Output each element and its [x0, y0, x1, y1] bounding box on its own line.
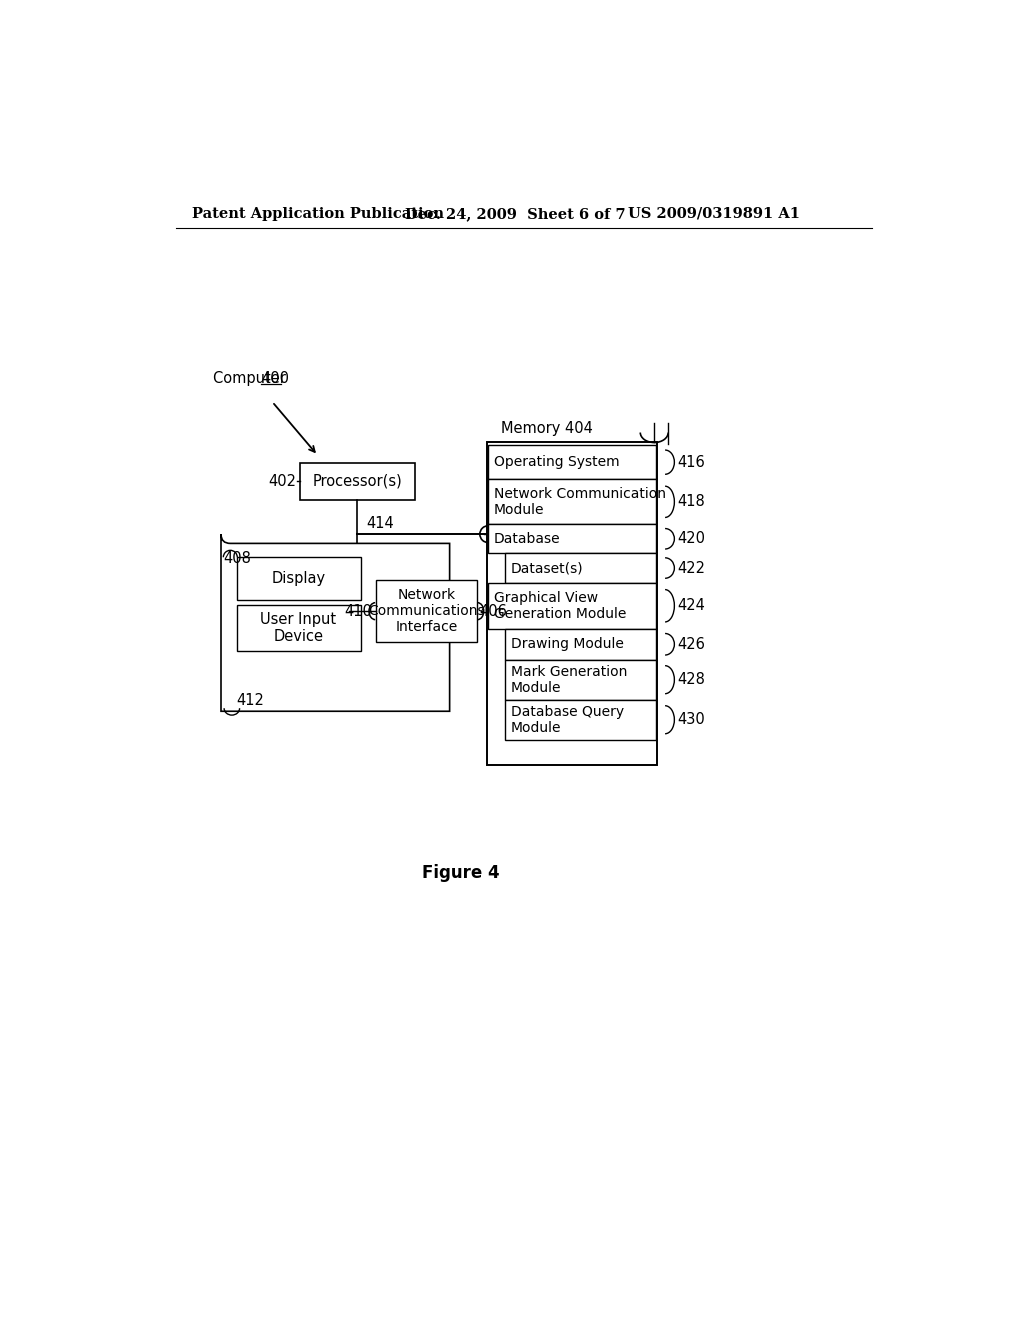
- Text: Dataset(s): Dataset(s): [511, 561, 584, 576]
- Bar: [506, 700, 655, 739]
- Bar: [300, 462, 415, 499]
- Text: 410: 410: [344, 603, 372, 619]
- Text: Display: Display: [271, 572, 326, 586]
- PathPatch shape: [221, 535, 450, 711]
- Text: 400: 400: [261, 371, 290, 387]
- Text: Network Communication
Module: Network Communication Module: [494, 487, 666, 517]
- Text: 422: 422: [678, 561, 706, 576]
- Text: Figure 4: Figure 4: [423, 865, 500, 882]
- Text: Dec. 24, 2009  Sheet 6 of 7: Dec. 24, 2009 Sheet 6 of 7: [406, 207, 626, 220]
- Text: Network
Communications
Interface: Network Communications Interface: [368, 587, 484, 635]
- Text: 428: 428: [678, 672, 706, 688]
- Text: 420: 420: [678, 531, 706, 546]
- Text: Database Query
Module: Database Query Module: [511, 705, 624, 735]
- Bar: [506, 553, 655, 582]
- Bar: [488, 445, 655, 479]
- Bar: [237, 605, 360, 651]
- Text: 430: 430: [678, 713, 706, 727]
- Bar: [376, 581, 477, 642]
- Text: 402: 402: [268, 474, 296, 488]
- Bar: [488, 479, 655, 524]
- Text: 412: 412: [237, 693, 264, 708]
- Text: Memory 404: Memory 404: [501, 421, 593, 436]
- Text: Graphical View
Generation Module: Graphical View Generation Module: [494, 590, 626, 620]
- Bar: [506, 660, 655, 700]
- Text: 408: 408: [223, 552, 251, 566]
- Text: 416: 416: [678, 454, 706, 470]
- Text: Operating System: Operating System: [494, 455, 620, 469]
- Text: User Input
Device: User Input Device: [260, 612, 337, 644]
- Text: 414: 414: [367, 516, 394, 531]
- Bar: [488, 524, 655, 553]
- Bar: [237, 557, 360, 599]
- Text: Mark Generation
Module: Mark Generation Module: [511, 664, 628, 694]
- Text: Processor(s): Processor(s): [312, 474, 402, 488]
- Text: 406: 406: [479, 603, 507, 619]
- Bar: [506, 628, 655, 660]
- Text: Database: Database: [494, 532, 560, 545]
- Text: Drawing Module: Drawing Module: [511, 638, 624, 651]
- Text: 424: 424: [678, 598, 706, 614]
- Text: US 2009/0319891 A1: US 2009/0319891 A1: [628, 207, 800, 220]
- Bar: [486, 442, 657, 766]
- Text: 426: 426: [678, 636, 706, 652]
- Text: Computer: Computer: [213, 371, 291, 387]
- Bar: [488, 582, 655, 628]
- Text: Patent Application Publication: Patent Application Publication: [191, 207, 443, 220]
- Text: 418: 418: [678, 494, 706, 510]
